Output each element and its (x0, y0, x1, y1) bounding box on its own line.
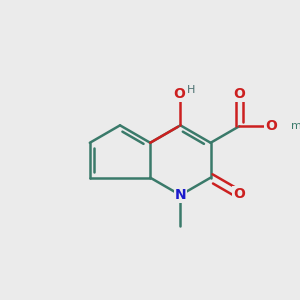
Text: O: O (233, 187, 245, 201)
Text: H: H (187, 85, 195, 95)
Text: methyl: methyl (291, 121, 300, 131)
Text: O: O (266, 119, 277, 133)
Text: O: O (233, 87, 245, 101)
Text: O: O (173, 87, 185, 101)
Text: N: N (175, 188, 186, 202)
